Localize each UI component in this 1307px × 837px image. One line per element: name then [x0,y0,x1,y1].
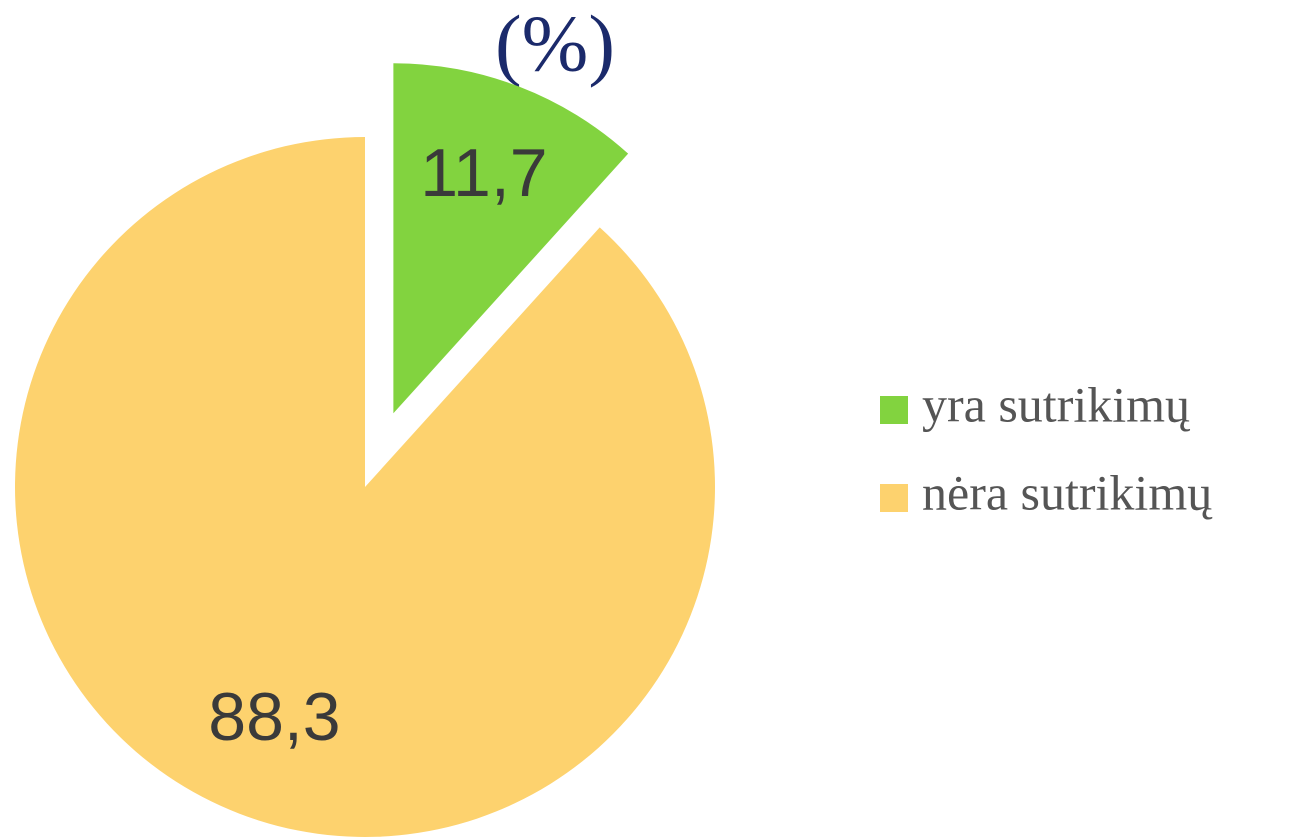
legend-swatch [880,484,908,512]
legend-swatch [880,396,908,424]
pie-slice [14,137,715,837]
legend-label: yra sutrikimų [922,376,1191,432]
data-label: 88,3 [208,679,340,755]
legend-label: nėra sutrikimų [922,464,1213,520]
data-label: 11,7 [420,135,547,211]
chart-title: (%) [495,0,615,88]
pie-slice [393,63,629,414]
